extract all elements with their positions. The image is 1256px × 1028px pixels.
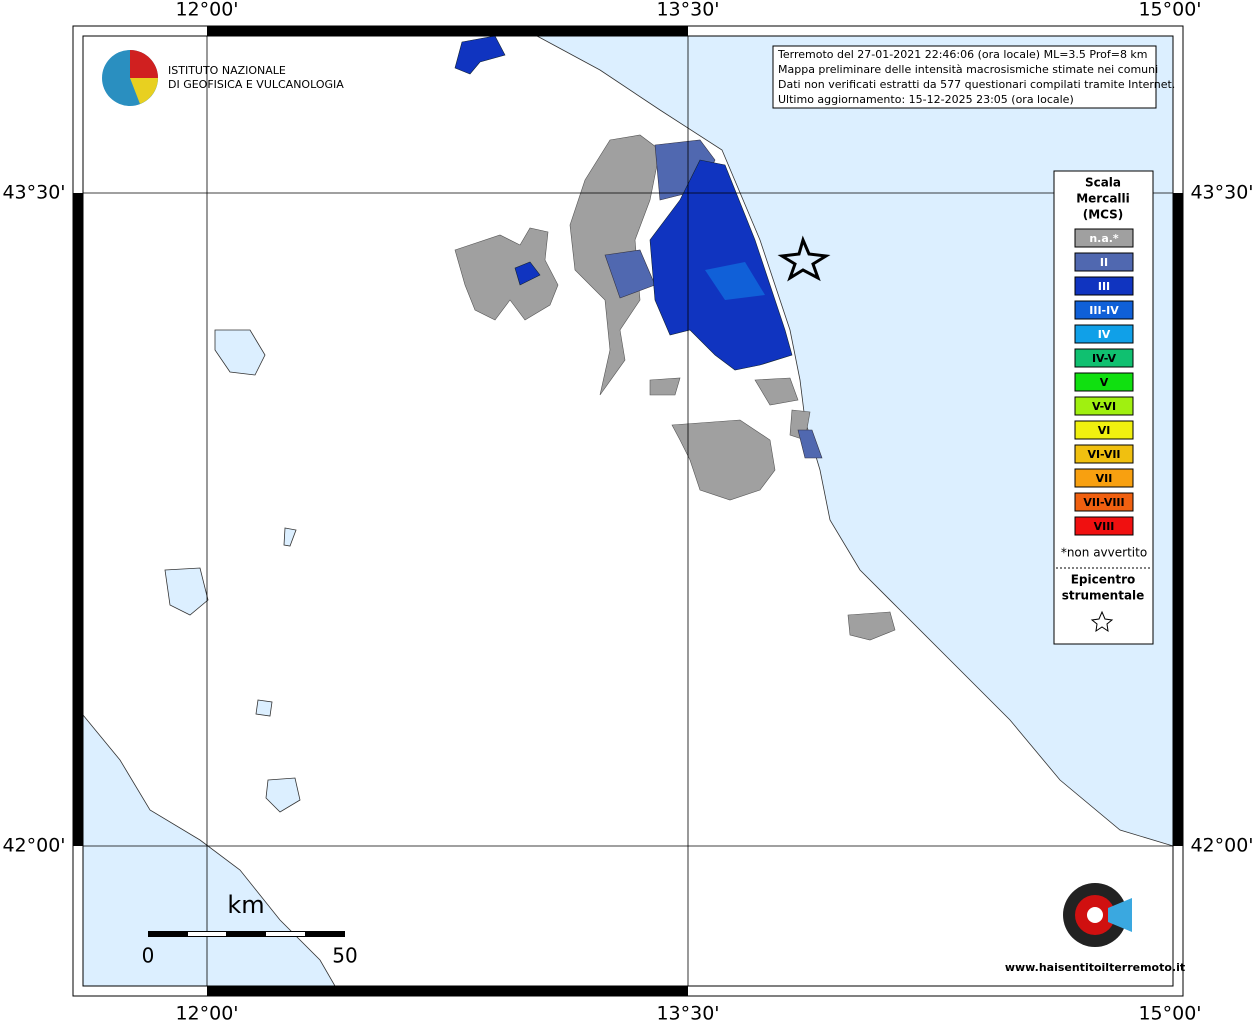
legend-swatch [1074,252,1134,272]
legend-label: V-VI [1092,400,1116,413]
intensity-iii-iv [705,262,765,300]
legend-label: n.a.* [1089,232,1119,245]
legend-star [1090,610,1114,633]
legend-label: II [1100,256,1108,269]
legend-swatch [1074,228,1134,248]
x-label: 13°30' [656,1003,719,1025]
legend-label: III-IV [1089,304,1119,317]
legend-swatch [1074,492,1134,512]
x-label: 12°00' [175,1003,238,1025]
info-line: Dati non verificati estratti da 577 ques… [778,78,1175,91]
info-text: Terremoto del 27-01-2021 22:46:06 (ora l… [777,48,1175,106]
legend-label: IV-V [1092,352,1117,365]
legend-swatch [1074,372,1134,392]
intensity-iii [454,35,793,371]
watermark-text: www.haisentitoilterremoto.it [1005,961,1185,974]
legend-label: VI-VII [1087,448,1120,461]
legend-swatch [1074,516,1134,536]
y-label: 42°00' [2,835,65,857]
scale-bar: km 0 50 [142,891,358,968]
info-line: Mappa preliminare delle intensità macros… [778,63,1158,76]
logo-text: DI GEOFISICA E VULCANOLOGIA [168,78,344,91]
scale-label: 0 [142,944,155,968]
legend-swatch [1074,468,1134,488]
lakes [164,329,301,813]
legend-note: *non avvertito [1061,546,1147,560]
legend-swatch [1074,396,1134,416]
legend-swatch [1074,300,1134,320]
legend-swatch [1074,420,1134,440]
sea-adriatic [536,35,1174,847]
legend-title: (MCS) [1083,208,1124,222]
watermark: www.haisentitoilterremoto.it [1005,883,1185,974]
legend-epicentre: strumentale [1062,589,1145,603]
legend-label: IV [1098,328,1111,341]
legend-title: Scala [1085,176,1121,190]
legend-swatch [1074,444,1134,464]
logo-text: ISTITUTO NAZIONALE [168,64,286,77]
legend-label: VIII [1094,520,1115,533]
info-box [772,45,1157,109]
legend-swatch [1074,348,1134,368]
y-label: 42°00' [1190,835,1253,857]
scale-label: 50 [332,944,357,968]
legend-label: VII-VIII [1083,496,1124,509]
legend: Scala Mercalli (MCS) *non avvertito Epic… [1053,170,1154,645]
legend-label: V [1100,376,1109,389]
y-label: 43°30' [2,182,65,204]
x-label: 12°00' [175,0,238,21]
legend-label: III [1098,280,1110,293]
logo: ISTITUTO NAZIONALE DI GEOFISICA E VULCAN… [102,50,344,106]
legend-swatch [1074,276,1134,296]
y-label: 43°30' [1190,182,1253,204]
legend-label: VI [1098,424,1111,437]
graticule [83,36,1173,986]
info-line: Terremoto del 27-01-2021 22:46:06 (ora l… [777,48,1148,61]
x-label: 13°30' [656,0,719,21]
info-line: Ultimo aggiornamento: 15-12-2025 23:05 (… [778,93,1074,106]
legend-label: VII [1096,472,1113,485]
x-label: 15°00' [1138,1003,1201,1025]
legend-title: Mercalli [1076,192,1130,206]
x-label: 15°00' [1138,0,1201,21]
scale-unit: km [227,891,264,919]
legend-swatch [1074,324,1134,344]
frame [72,25,1184,997]
legend-epicentre: Epicentro [1071,573,1136,587]
epicentre-star [777,235,831,282]
